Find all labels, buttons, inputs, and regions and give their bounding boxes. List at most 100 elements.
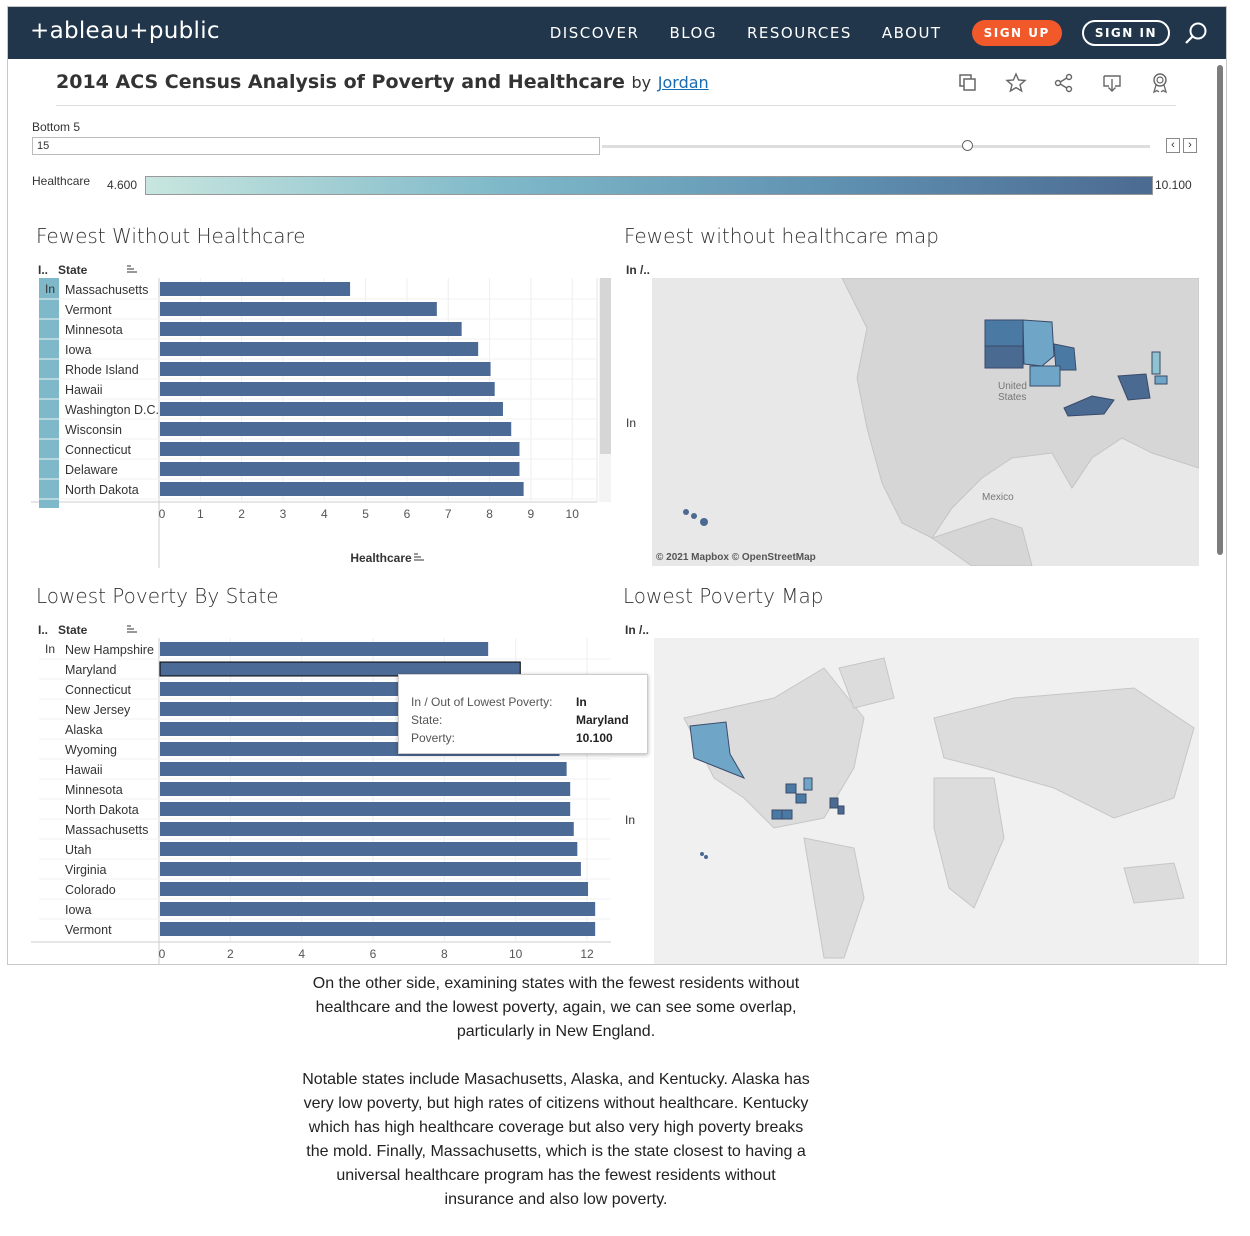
state-label: Hawaii [65,763,103,777]
bar [160,342,479,356]
viz-title-bar: 2014 ACS Census Analysis of Poverty and … [56,69,1176,106]
badge-award-icon[interactable] [1148,71,1172,95]
poverty-map-col-header[interactable]: In /.. [625,623,649,637]
tooltip-value-in-out: In [576,695,587,709]
bar [160,302,437,316]
color-legend-label: Healthcare [32,174,91,188]
healthcare-map-canvas [683,278,1199,566]
page-scrollbar[interactable] [1217,65,1223,555]
x-tick-label: 2 [227,947,234,961]
healthcare-chart-title: Fewest Without Healthcare [36,224,306,248]
chart-scroll-thumb [600,278,611,454]
x-tick-label: 0 [159,947,166,961]
nav-links: DISCOVER BLOG RESOURCES ABOUT SIGN UP SI… [550,7,1170,59]
state-label: Wisconsin [65,423,122,437]
viz-title: 2014 ACS Census Analysis of Poverty and … [56,71,709,93]
sort-icon[interactable] [126,263,138,275]
state-label: Rhode Island [65,363,139,377]
bar [160,422,512,436]
bottom-n-slider-handle[interactable] [962,140,973,151]
state-label: Alaska [65,723,103,737]
poverty-map-row-header: In [625,813,636,827]
bar [160,802,571,816]
bottom-n-input[interactable]: 15 [32,137,600,155]
state-label: Utah [65,843,91,857]
state-label: Vermont [65,923,112,937]
in-flag-label: In [45,282,55,296]
healthcare-bar-chart[interactable]: 0 1 2 3 4 5 6 7 8 9 10 In Massachusetts Vermont Minnes… [31,278,611,568]
x-tick-label: 12 [580,947,594,961]
tooltip-label-state: State: [411,713,443,727]
bottom-n-slider-track[interactable] [602,145,1150,148]
bar [160,882,589,896]
healthcare-map-col-header[interactable]: In /.. [626,263,650,277]
viz-toolbar [956,71,1172,95]
search-icon[interactable] [1184,21,1208,45]
state-label: New Hampshire [65,643,154,657]
map-attribution[interactable]: © 2021 Mapbox © OpenStreetMap [656,552,816,563]
slider-next-button[interactable]: › [1183,138,1197,153]
sign-in-button[interactable]: SIGN IN [1081,20,1170,46]
nav-blog[interactable]: BLOG [669,24,717,42]
state-label: North Dakota [65,803,139,817]
share-icon[interactable] [1052,71,1076,95]
poverty-col-state-header[interactable]: State [58,623,88,637]
state-label: Virginia [65,863,107,877]
state-label: Connecticut [65,683,132,697]
state-label: Minnesota [65,323,123,337]
state-label: New Jersey [65,703,131,717]
maryland-tooltip: In / Out of Lowest Poverty: In State: Ma… [398,674,648,754]
download-icon[interactable] [1100,71,1124,95]
state-label: Iowa [65,343,91,357]
copy-icon[interactable] [956,71,980,95]
state-label: Massachusetts [65,823,148,837]
sort-icon[interactable] [126,623,138,635]
story-caption: On the other side, examining states with… [300,972,812,1236]
slider-prev-button[interactable]: ‹ [1166,138,1180,153]
x-tick-label: 1 [197,507,204,521]
poverty-map-canvas [683,657,1195,959]
sign-up-button[interactable]: SIGN UP [971,20,1062,46]
state-label: Wyoming [65,743,117,757]
healthcare-col-in-header[interactable]: I.. [38,263,49,277]
bar [160,842,578,856]
x-tick-label: 8 [441,947,448,961]
healthcare-choropleth-map[interactable]: United States Mexico © 2021 Mapbox © Ope… [652,278,1199,566]
state-label: Iowa [65,903,91,917]
favorite-star-icon[interactable] [1004,71,1028,95]
bar [160,862,581,876]
bar [160,922,596,936]
healthcare-col-state-header[interactable]: State [58,263,88,277]
color-legend-gradient [145,176,1153,195]
x-axis-title: Healthcare [350,551,412,565]
bar [160,782,571,796]
tooltip-label-in-out: In / Out of Lowest Poverty: [411,695,553,709]
tableau-public-logo[interactable]: +ableau+public [30,18,220,44]
x-tick-label: 4 [298,947,305,961]
nav-resources[interactable]: RESOURCES [746,24,852,42]
poverty-world-map[interactable] [654,638,1199,964]
in-flag-label: In [45,642,55,656]
bar [160,322,462,336]
state-label: Minnesota [65,783,123,797]
x-tick-label: 0 [159,507,166,521]
tableau-viz-frame: +ableau+public DISCOVER BLOG RESOURCES A… [7,6,1227,965]
bar [160,762,567,776]
tooltip-value-poverty: 10.100 [576,731,613,745]
nav-discover[interactable]: DISCOVER [549,24,640,42]
story-paragraph-2: Notable states include Masachusetts, Ala… [302,1071,810,1208]
bar [160,462,520,476]
bar [160,442,520,456]
bar [160,642,489,656]
bar [160,822,574,836]
state-label: Hawaii [65,383,103,397]
state-label: Delaware [65,463,118,477]
viz-title-text: 2014 ACS Census Analysis of Poverty and … [56,71,625,93]
tooltip-label-poverty: Poverty: [411,731,456,745]
in-flag-band [39,278,59,508]
nav-about[interactable]: ABOUT [881,24,942,42]
x-tick-label: 3 [280,507,287,521]
poverty-col-in-header[interactable]: I.. [38,623,49,637]
state-label: Colorado [65,883,116,897]
author-link[interactable]: Jordan [657,73,709,92]
